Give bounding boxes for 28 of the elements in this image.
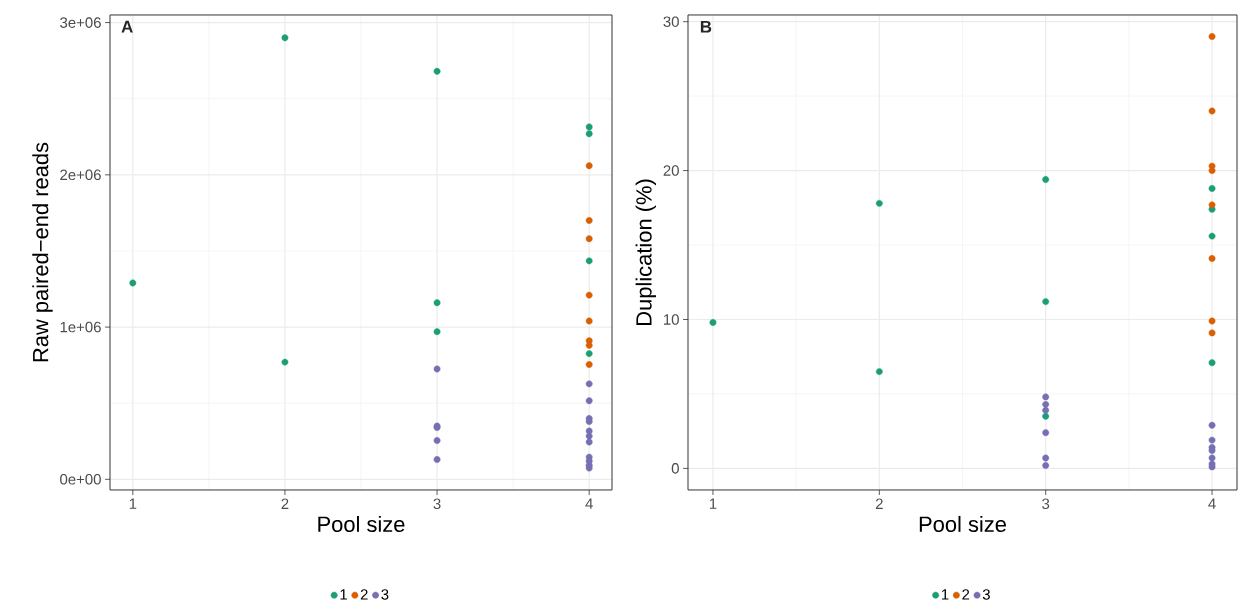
y-axis-title: Raw paired−end reads — [32, 142, 53, 362]
y-tick-label: 0e+00 — [60, 474, 101, 485]
y-tick-label: 20 — [663, 165, 679, 176]
x-tick-label: 4 — [1208, 498, 1216, 509]
annotation: B — [700, 20, 712, 33]
x-axis-title: Pool size — [919, 515, 1006, 533]
legend-label: 3 — [982, 589, 990, 600]
legend-label: 1 — [942, 589, 949, 600]
legend-label: 2 — [962, 589, 970, 600]
y-tick-label: 2e+06 — [60, 169, 101, 181]
x-tick-label: 3 — [1042, 498, 1050, 510]
annotation: A — [121, 20, 133, 33]
x-axis-title: Pool size — [318, 515, 405, 533]
y-axis-title: Duplication (%) — [635, 179, 657, 325]
legend-label: 3 — [381, 589, 389, 600]
legend-label: 2 — [360, 589, 368, 600]
y-tick-label: 30 — [663, 16, 679, 27]
x-tick-label: 1 — [709, 498, 717, 509]
legend-label: 1 — [340, 589, 347, 600]
x-tick-label: 4 — [585, 498, 593, 509]
x-tick-label: 2 — [875, 498, 883, 509]
y-tick-label: 1e+06 — [60, 321, 101, 333]
x-tick-label: 3 — [433, 498, 441, 510]
y-tick-label: 3e+06 — [60, 17, 101, 28]
x-tick-label: 1 — [129, 498, 137, 509]
y-tick-label: 0 — [671, 463, 679, 474]
x-tick-label: 2 — [281, 498, 289, 509]
y-tick-label: 10 — [664, 314, 679, 325]
